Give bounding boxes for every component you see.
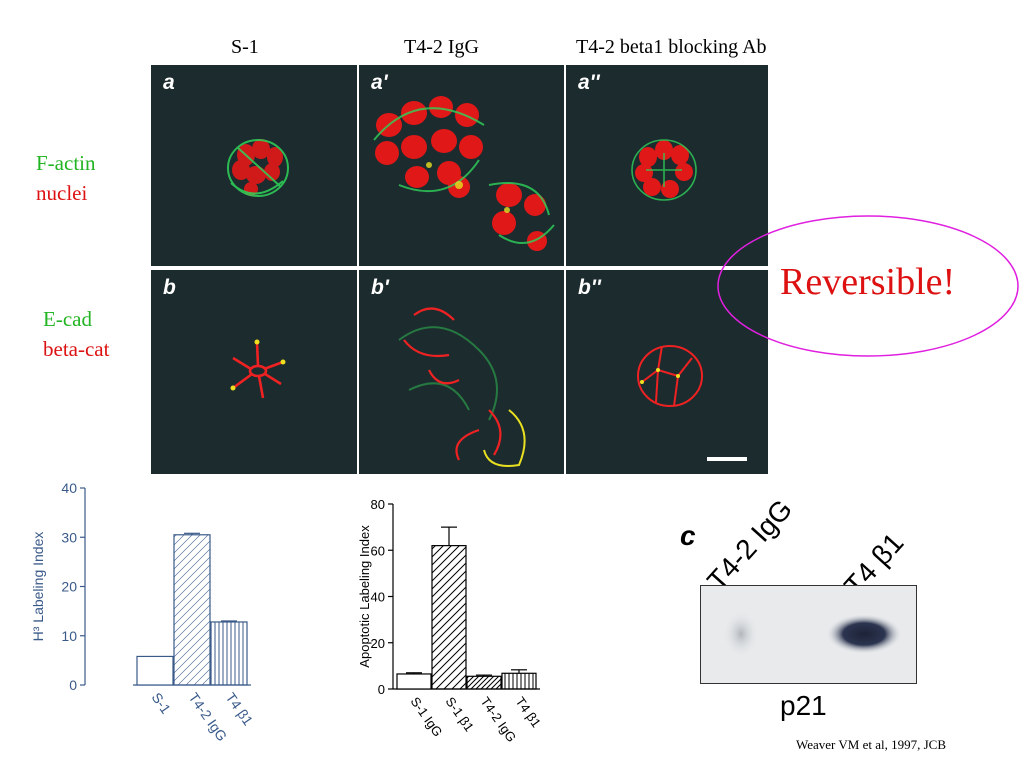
x-tick-label: T4 β1 [223,690,257,729]
panel-label-a: a [163,71,175,94]
scale-bar [707,457,747,461]
y-axis-label: H³ Labeling Index [30,532,46,642]
bar-3 [501,672,537,690]
x-tick-label: T4 β1 [513,694,545,730]
label-beta-cat: beta-cat [43,337,110,361]
apoptotic-labeling-chart: 0 20 40 60 80 Apoptotic Labeling Index S-1 IgG… [357,497,545,745]
reversible-callout [717,215,1019,357]
y-tick-label: 40 [371,590,385,605]
y-tick-label: 0 [378,682,385,697]
panel-a-double-prime: a'' [566,65,768,266]
column-heading-blocking-ab: T4-2 beta1 blocking Ab [576,36,767,58]
panel-label-a-prime: a' [371,71,388,94]
bar-2 [466,675,502,690]
y-tick-label: 80 [371,497,385,512]
junction-image [398,307,526,467]
panel-a-prime: a' [359,65,564,266]
cell-cluster-image [631,139,697,201]
panel-label-a-double-prime: a'' [578,71,600,94]
label-e-cad: E-cad [43,307,92,331]
panel-b: b [151,270,357,474]
panel-a: a [151,65,357,266]
bar-0 [136,655,174,686]
bar-1 [431,545,467,690]
y-tick-label: 60 [371,543,385,558]
panel-label-b-prime: b' [371,276,389,299]
blot-band-strong [826,614,902,654]
y-tick-label: 10 [61,628,77,644]
column-heading-s1: S-1 [231,36,259,58]
citation: Weaver VM et al, 1997, JCB [796,737,946,752]
panel-label-c: c [680,520,696,551]
blot-image [723,610,902,658]
x-tick-label: S-1 β1 [443,694,477,734]
y-tick-label: 40 [61,480,77,496]
callout-ellipse [717,215,1019,357]
bar-0 [396,673,432,690]
x-tick-label: S-1 IgG [408,694,446,739]
label-f-actin: F-actin [36,151,96,175]
panel-label-b: b [163,276,176,299]
junction-image [230,339,286,399]
bar-2 [210,621,248,686]
row-label-a: F-actin nuclei [36,148,95,208]
blot-band-faint [723,610,759,658]
blot-protein-label: p21 [780,690,827,721]
panel-b-prime: b' [359,270,564,474]
western-blot [700,585,917,684]
row-label-b: E-cad beta-cat [43,304,109,364]
micrograph-grid: a a' [151,65,768,474]
y-axis-label: Apoptotic Labeling Index [357,525,372,668]
bar-1 [173,534,211,686]
y-tick-label: 20 [61,579,77,595]
reversible-text: Reversible! [780,261,956,303]
x-tick-label: S-1 [149,690,175,717]
cell-cluster-image [227,139,289,197]
junction-image [637,345,747,461]
panel-label-b-double-prime: b'' [578,276,601,299]
label-nuclei: nuclei [36,181,88,205]
column-heading-t42-igg: T4-2 IgG [404,36,479,58]
y-tick-label: 0 [69,677,77,693]
y-tick-label: 20 [371,636,385,651]
blot-lane-t42-igg: T4-2 IgG [701,493,799,597]
panel-b-double-prime: b'' [566,270,768,474]
cell-cluster-image [373,96,555,251]
y-tick-label: 30 [61,529,77,545]
